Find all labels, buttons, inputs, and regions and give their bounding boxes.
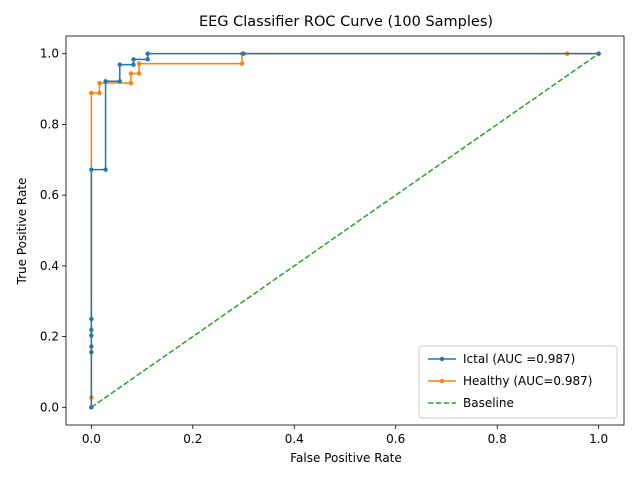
healthy-point (136, 71, 142, 76)
legend-marker-healthy (439, 378, 445, 384)
legend-label-ictal: Ictal (AUC =0.987) (463, 352, 575, 366)
y-tick-label: 0.4 (40, 259, 59, 273)
legend-label-baseline: Baseline (463, 396, 514, 410)
baseline-series (90, 53, 600, 408)
legend: Ictal (AUC =0.987) Healthy (AUC=0.987) Bas… (418, 345, 618, 419)
legend-box (418, 345, 618, 419)
ictal-point (89, 349, 94, 355)
plot-frame (65, 35, 625, 426)
ictal-point (131, 62, 136, 67)
ictal-point (117, 79, 122, 84)
ictal-point (89, 333, 94, 338)
ictal-series (89, 51, 601, 410)
x-tick-label: 0.2 (183, 432, 202, 446)
y-tick-label: 0.8 (40, 117, 59, 131)
ictal-point (145, 51, 150, 56)
ictal-point (89, 344, 94, 349)
y-axis-label: True Positive Rate (15, 178, 29, 286)
baseline-line (90, 53, 600, 408)
y-tick-label: 0.0 (40, 400, 59, 414)
healthy-point (97, 90, 102, 96)
ictal-point (103, 167, 108, 172)
healthy-point (239, 61, 245, 66)
x-axis: 0.0 0.2 0.4 0.6 0.8 1.0 (82, 425, 608, 446)
y-tick-label: 1.0 (40, 47, 59, 61)
ictal-point (89, 405, 94, 410)
ictal-point (131, 57, 136, 62)
ictal-point (117, 62, 122, 67)
healthy-point (89, 90, 94, 96)
x-tick-label: 0.4 (285, 432, 304, 446)
ictal-point (596, 51, 601, 56)
ictal-point (145, 57, 150, 62)
x-axis-label: False Positive Rate (290, 451, 402, 465)
healthy-point (136, 61, 142, 66)
y-tick-label: 0.2 (40, 330, 59, 344)
legend-label-healthy: Healthy (AUC=0.987) (463, 374, 592, 388)
healthy-point (97, 80, 102, 86)
ictal-point (89, 316, 94, 322)
ictal-point (89, 167, 94, 172)
x-tick-label: 0.0 (82, 432, 101, 446)
x-tick-label: 1.0 (589, 432, 608, 446)
healthy-point (128, 80, 134, 86)
y-tick-label: 0.6 (40, 188, 59, 202)
x-tick-label: 0.8 (488, 432, 507, 446)
chart-title: EEG Classifier ROC Curve (100 Samples) (199, 14, 493, 30)
ictal-point (241, 51, 246, 56)
y-axis: 0.0 0.2 0.4 0.6 0.8 1.0 (40, 47, 66, 414)
ictal-point (89, 327, 94, 333)
ictal-point (103, 79, 108, 84)
x-tick-label: 0.6 (386, 432, 405, 446)
healthy-point (128, 71, 134, 76)
plot-area (89, 51, 601, 410)
legend-marker-ictal (439, 356, 445, 362)
